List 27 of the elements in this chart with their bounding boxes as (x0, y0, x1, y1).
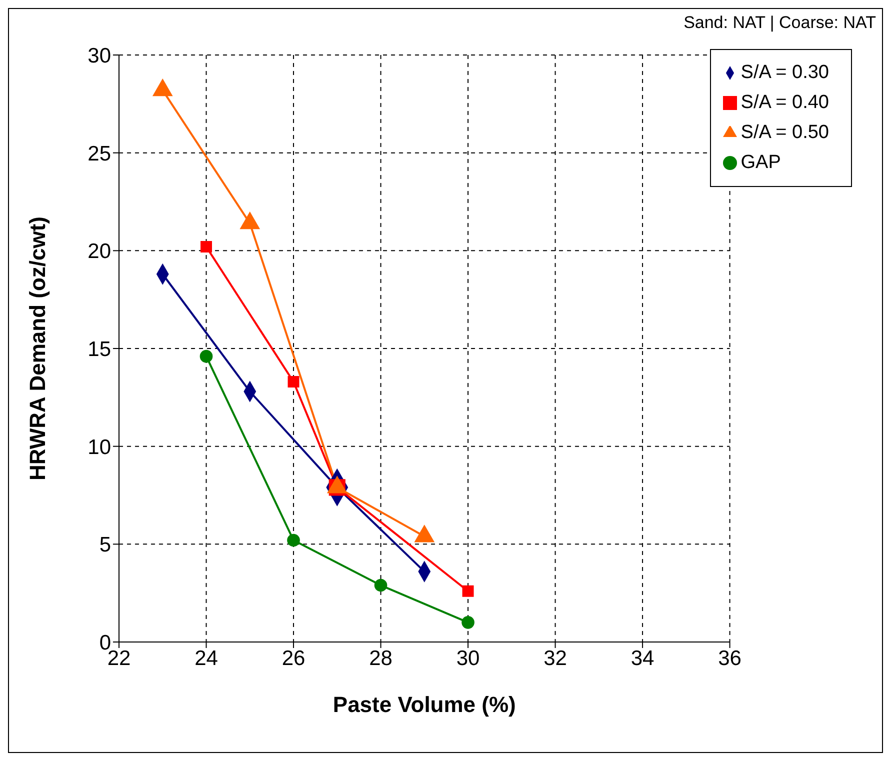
point (288, 376, 300, 388)
text: Sand: NAT | Coarse: NAT (684, 13, 876, 33)
point (462, 585, 474, 597)
point (200, 241, 212, 252)
y-tick-label: 5 (99, 534, 111, 557)
x-tick-label: 26 (282, 646, 306, 670)
point (374, 578, 388, 592)
y-axis-title: HRWRA Demand (oz/cwt) (24, 216, 50, 480)
point (200, 350, 213, 363)
y-tick-label: 10 (88, 436, 111, 459)
x-tick-label: 34 (630, 646, 655, 670)
point (287, 534, 300, 547)
legend-label: S/A = 0.30 (740, 62, 829, 83)
x-tick-label: 28 (369, 646, 392, 670)
x-axis-title: Paste Volume (%) (332, 692, 516, 717)
legend-label: GAP (740, 152, 781, 173)
x-tick-label: 30 (456, 646, 480, 670)
x-tick-label: 24 (194, 646, 218, 670)
legend-label: S/A = 0.50 (740, 122, 829, 143)
legend-label: S/A = 0.40 (740, 92, 829, 113)
x-tick-label: 36 (718, 646, 742, 670)
y-tick-label: 30 (88, 44, 111, 68)
x-tick-label: 32 (544, 646, 567, 670)
y-tick-label: 25 (88, 142, 111, 166)
y-tick-label: 20 (88, 240, 111, 264)
point (462, 616, 474, 629)
y-tick-label: 15 (88, 338, 111, 361)
